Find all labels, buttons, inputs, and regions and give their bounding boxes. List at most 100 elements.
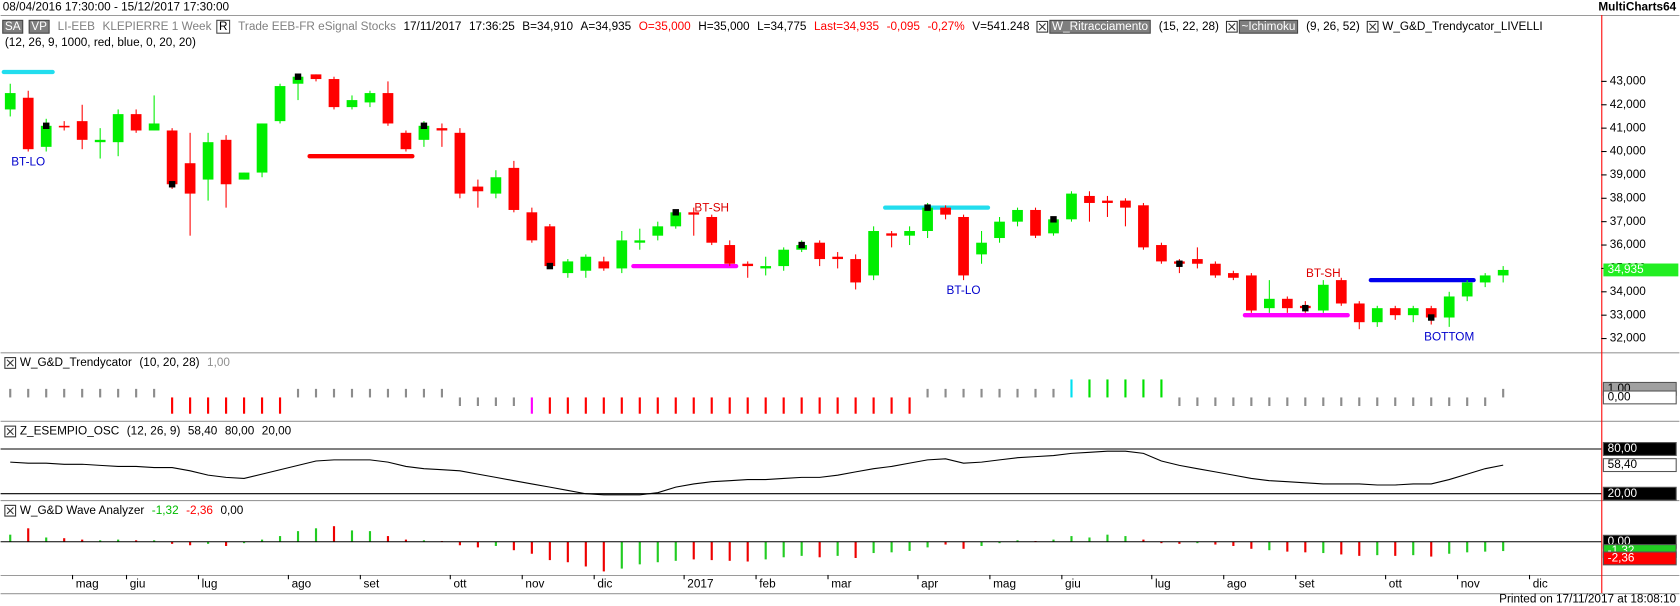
bar <box>854 397 857 414</box>
candle-body <box>292 76 304 84</box>
candle-body <box>1281 298 1293 309</box>
bar <box>1214 397 1217 406</box>
bar <box>638 541 641 565</box>
osc-line <box>10 450 1504 496</box>
bar <box>260 539 264 542</box>
bar <box>1196 397 1199 406</box>
bar <box>476 541 479 548</box>
bar <box>980 541 983 546</box>
bar <box>332 526 336 542</box>
candle-body <box>940 207 951 215</box>
bar <box>782 541 785 558</box>
candle-body <box>130 114 142 131</box>
candle-body <box>490 177 502 194</box>
x-tick-label: 2017 <box>687 578 713 591</box>
candle-body <box>1263 298 1275 309</box>
bar <box>1052 539 1055 542</box>
bar <box>818 397 821 414</box>
candle-body <box>1138 205 1149 248</box>
x-tick-label: nov <box>525 578 544 591</box>
bar <box>1322 541 1325 554</box>
header-item: ~Ichimoku <box>1241 20 1295 33</box>
bar <box>530 541 533 554</box>
marker <box>42 122 50 130</box>
bar <box>890 541 893 553</box>
y-tick-box <box>1602 458 1677 473</box>
candle-body <box>184 163 196 194</box>
candle-body <box>616 240 628 269</box>
bar <box>1178 541 1181 544</box>
bar <box>1484 541 1487 552</box>
marker <box>546 262 554 270</box>
bar <box>944 541 947 545</box>
bar <box>278 536 282 542</box>
candle-body <box>364 93 376 103</box>
bar <box>476 397 479 406</box>
candle-body <box>886 233 897 236</box>
header-item: Trade EEB-FR eSignal Stocks <box>238 20 396 33</box>
x-tick-label: mag <box>993 578 1016 591</box>
header-item: 20,00 <box>262 425 292 438</box>
bar <box>638 397 641 414</box>
bar <box>764 541 767 560</box>
label-box <box>1049 19 1151 34</box>
candle-body <box>598 261 610 269</box>
candle-body <box>1461 282 1473 297</box>
x-tick-label: giu <box>130 578 146 591</box>
bar <box>1016 388 1019 398</box>
candle-body <box>778 249 790 267</box>
header-item: W_Ritracciamento <box>1052 20 1149 33</box>
candle-body <box>868 231 879 276</box>
candle-body <box>58 125 70 128</box>
y-tick-box <box>1602 390 1677 405</box>
bar <box>1304 397 1307 406</box>
header-item: LI-EEB <box>58 20 95 33</box>
header-item: B=34,910 <box>522 20 573 33</box>
header-item: H=35,000 <box>698 20 750 33</box>
candle-body <box>1030 209 1041 236</box>
bar <box>674 397 677 414</box>
candle-body <box>1371 308 1383 323</box>
checkbox-x <box>1228 23 1236 31</box>
marker <box>672 209 679 216</box>
bar <box>458 541 461 546</box>
candle-body <box>688 212 700 215</box>
header-item: W_G&D Wave Analyzer <box>20 504 145 517</box>
candle-body <box>256 123 268 173</box>
x-tick-label: feb <box>759 578 776 591</box>
last-price-label: 34,935 <box>1608 263 1644 276</box>
checkbox-x <box>6 359 14 367</box>
bar <box>584 541 587 567</box>
bar <box>117 388 120 398</box>
bar <box>1484 397 1487 406</box>
header-item: -1,32 <box>152 504 179 517</box>
candle-body <box>1192 259 1203 264</box>
bar <box>99 388 102 398</box>
bar <box>1034 388 1037 398</box>
candle-body <box>472 186 484 192</box>
bar <box>81 539 84 542</box>
bar <box>81 388 84 398</box>
candle-body <box>166 130 178 185</box>
bar <box>728 541 731 561</box>
bar <box>746 541 749 562</box>
bar <box>1160 379 1163 398</box>
header-item: 17:36:25 <box>469 20 515 33</box>
bar <box>1142 539 1145 542</box>
bar <box>99 540 102 542</box>
bar <box>368 531 372 542</box>
candle-body <box>832 256 843 260</box>
bar <box>1376 397 1379 406</box>
x-tick-label: ott <box>453 578 467 591</box>
bar <box>1016 540 1019 542</box>
header-item: R <box>219 20 228 33</box>
candle-body <box>310 74 322 80</box>
bar <box>944 388 947 398</box>
bar <box>1358 541 1361 556</box>
bar <box>314 528 318 542</box>
bar <box>1142 379 1145 398</box>
bar <box>1376 541 1379 556</box>
bar <box>1124 536 1127 542</box>
label-box <box>1238 19 1299 34</box>
